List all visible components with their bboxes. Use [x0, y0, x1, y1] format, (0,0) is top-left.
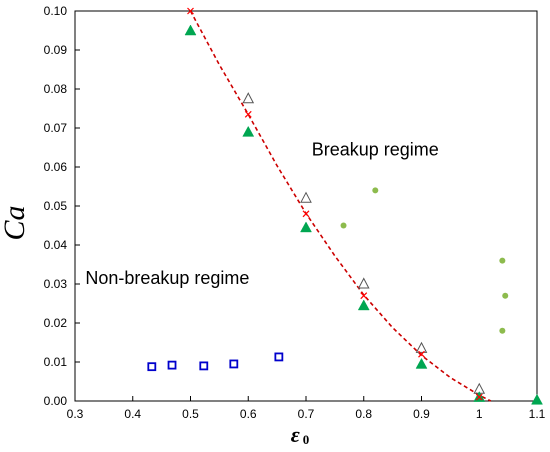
x-marker	[187, 7, 194, 15]
annotation-label: Non-breakup regime	[85, 268, 249, 288]
x-tick-label: 0.9	[413, 407, 430, 421]
x-tick-label: 0.5	[182, 407, 199, 421]
open-triangle-marker	[300, 191, 312, 203]
annotations: Breakup regime Non-breakup regime	[85, 139, 438, 288]
x-tick-label: 0.3	[67, 407, 84, 421]
x-tick-label: 0.8	[355, 407, 372, 421]
annotation-label: Breakup regime	[312, 139, 439, 159]
y-tick-label: 0.08	[44, 82, 68, 96]
filled-triangle-marker	[415, 357, 428, 369]
x-marker-stroke	[418, 350, 425, 358]
circle-marker	[340, 222, 347, 229]
filled-triangle-marker	[242, 125, 255, 137]
tick-labels: 0.3 0.4 0.5 0.6 0.7 0.8 0.9 1 1.1 0.00 0.01 0.02 0.0…	[44, 4, 546, 421]
y-tick-label: 0.07	[44, 121, 68, 135]
open-triangle-marker	[242, 92, 255, 104]
fit-curve	[189, 10, 492, 402]
x-marker	[244, 110, 252, 118]
x-tick-label: 0.4	[124, 407, 141, 421]
x-marker-stroke	[302, 210, 310, 218]
x-marker	[360, 292, 368, 300]
fit-curve-layer	[189, 10, 492, 402]
circle-marker	[499, 327, 506, 334]
y-tick-label: 0.03	[44, 277, 68, 291]
plot-frame	[74, 10, 538, 402]
filled-triangle-marker	[300, 221, 312, 233]
y-tick-label: 0.00	[44, 394, 68, 408]
y-tick-label: 0.02	[44, 316, 68, 330]
x-marker-stroke	[244, 110, 252, 118]
data-marks	[147, 7, 543, 405]
x-marker-stroke	[475, 393, 483, 401]
square-marker	[274, 352, 284, 362]
square-marker	[167, 360, 177, 370]
x-axis-label-subscript: 0	[303, 432, 310, 447]
x-tick-label: 0.6	[240, 407, 257, 421]
x-tick-label: 1.1	[529, 407, 546, 421]
x-axis-label-symbol: ε	[291, 422, 300, 447]
open-triangle-marker	[415, 341, 428, 353]
y-tick-label: 0.01	[44, 355, 68, 369]
y-tick-label: 0.06	[44, 160, 68, 174]
y-tick-label: 0.10	[44, 4, 68, 18]
circle-marker	[502, 292, 509, 299]
x-marker-stroke	[360, 292, 368, 300]
filled-triangle-marker	[531, 393, 543, 405]
x-marker	[475, 393, 483, 401]
x-marker	[418, 350, 425, 358]
circle-marker	[372, 187, 379, 194]
axes	[74, 10, 538, 402]
filled-triangle-marker	[357, 299, 370, 311]
y-tick-label: 0.09	[44, 43, 68, 57]
y-tick-label: 0.05	[44, 199, 68, 213]
filled-triangle-marker	[184, 24, 197, 36]
open-triangle-marker	[357, 277, 370, 289]
x-tick-label: 0.7	[298, 407, 315, 421]
square-marker	[147, 362, 157, 372]
x-marker	[302, 210, 310, 218]
square-marker	[199, 361, 209, 371]
x-marker-stroke	[187, 7, 194, 15]
square-marker	[229, 359, 239, 369]
circle-marker	[499, 257, 506, 264]
y-axis-label: Ca	[0, 205, 31, 240]
x-tick-label: 1	[476, 407, 483, 421]
y-tick-label: 0.04	[44, 238, 68, 252]
